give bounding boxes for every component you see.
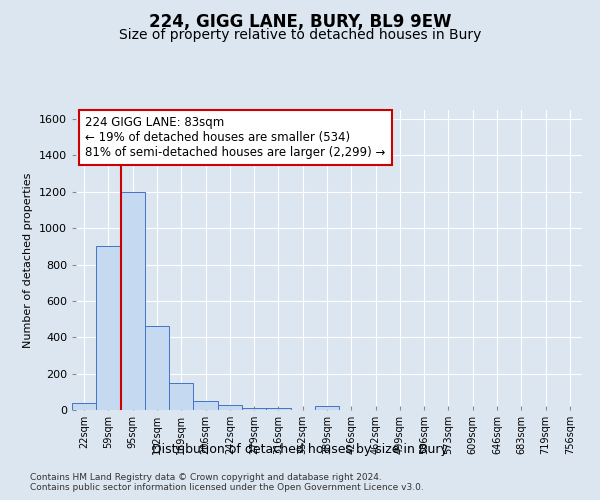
Text: Size of property relative to detached houses in Bury: Size of property relative to detached ho… <box>119 28 481 42</box>
Bar <box>72 402 96 410</box>
Bar <box>121 192 145 410</box>
Bar <box>96 246 121 410</box>
Bar <box>266 408 290 410</box>
Y-axis label: Number of detached properties: Number of detached properties <box>23 172 34 348</box>
Bar <box>193 401 218 410</box>
Bar <box>145 326 169 410</box>
Bar <box>242 408 266 410</box>
Bar <box>218 406 242 410</box>
Bar <box>315 406 339 410</box>
Text: 224 GIGG LANE: 83sqm
← 19% of detached houses are smaller (534)
81% of semi-deta: 224 GIGG LANE: 83sqm ← 19% of detached h… <box>85 116 386 159</box>
Text: Contains public sector information licensed under the Open Government Licence v3: Contains public sector information licen… <box>30 484 424 492</box>
Text: 224, GIGG LANE, BURY, BL9 9EW: 224, GIGG LANE, BURY, BL9 9EW <box>149 12 451 30</box>
Bar <box>169 382 193 410</box>
Text: Contains HM Land Registry data © Crown copyright and database right 2024.: Contains HM Land Registry data © Crown c… <box>30 472 382 482</box>
Text: Distribution of detached houses by size in Bury: Distribution of detached houses by size … <box>152 442 448 456</box>
